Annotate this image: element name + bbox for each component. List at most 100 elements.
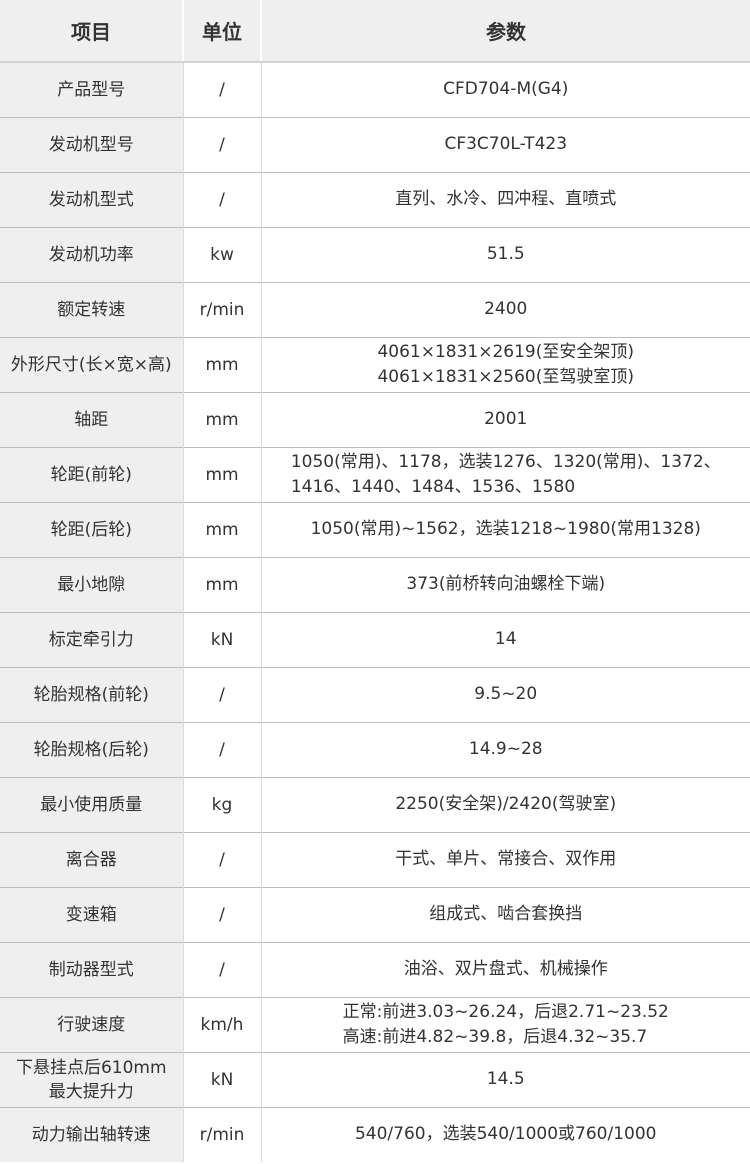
spec-item-label: 标定牵引力 — [0, 611, 183, 667]
spec-value-text: 干式、单片、常接合、双作用 — [395, 849, 617, 869]
spec-value-text: 正常:前进3.03~26.24，后退2.71~23.52 高速:前进4.82~3… — [342, 1001, 669, 1047]
spec-row: 外形尺寸(长×宽×高) mm 4061×1831×2619(至安全架顶) 406… — [0, 336, 750, 392]
spec-value-cell: 4061×1831×2619(至安全架顶) 4061×1831×2560(至驾驶… — [260, 336, 750, 392]
spec-value-cell: CF3C70L-T423 — [260, 116, 750, 172]
spec-unit: / — [182, 666, 261, 722]
spec-table-body: 产品型号 / CFD704-M(G4) 发动机型号 / CF3C70L-T423… — [0, 62, 750, 1162]
spec-value-text: 直列、水冷、四冲程、直喷式 — [395, 189, 617, 209]
spec-row: 发动机功率 kw 51.5 — [0, 226, 750, 282]
spec-value-text: 1050(常用)~1562，选装1218~1980(常用1328) — [310, 519, 701, 539]
spec-value-text: 540/760，选装540/1000或760/1000 — [354, 1124, 657, 1145]
spec-unit: r/min — [182, 1106, 261, 1162]
spec-item-label: 额定转速 — [0, 281, 183, 337]
spec-unit: kw — [182, 226, 261, 282]
spec-unit: / — [182, 831, 261, 887]
spec-row: 轮胎规格(后轮) / 14.9~28 — [0, 721, 750, 777]
spec-item-label: 最小地隙 — [0, 556, 183, 612]
spec-unit: mm — [182, 556, 261, 612]
spec-value-cell: 组成式、啮合套换挡 — [260, 886, 750, 942]
spec-unit: / — [182, 941, 261, 997]
spec-unit: mm — [182, 391, 261, 447]
spec-value-text: 14.5 — [486, 1069, 525, 1089]
spec-row: 轮距(后轮) mm 1050(常用)~1562，选装1218~1980(常用13… — [0, 501, 750, 557]
spec-row: 标定牵引力 kN 14 — [0, 611, 750, 667]
spec-row: 最小地隙 mm 373(前桥转向油螺栓下端) — [0, 556, 750, 612]
spec-unit: r/min — [182, 281, 261, 337]
spec-row: 动力输出轴转速 r/min 540/760，选装540/1000或760/100… — [0, 1106, 750, 1162]
spec-item-label: 发动机型号 — [0, 116, 183, 172]
spec-row: 发动机型号 / CF3C70L-T423 — [0, 116, 750, 172]
spec-item-label: 轮距(后轮) — [0, 501, 183, 557]
spec-value-text: 9.5~20 — [474, 684, 538, 704]
spec-unit: km/h — [182, 996, 261, 1052]
spec-value-cell: 2400 — [260, 281, 750, 337]
spec-unit: mm — [182, 446, 261, 502]
spec-row: 轴距 mm 2001 — [0, 391, 750, 447]
spec-unit: kg — [182, 776, 261, 832]
spec-value-text: 油浴、双片盘式、机械操作 — [403, 959, 608, 979]
spec-unit: / — [182, 886, 261, 942]
spec-item-label: 外形尺寸(长×宽×高) — [0, 336, 183, 392]
spec-value-cell: 14.5 — [260, 1051, 750, 1107]
spec-value-cell: 540/760，选装540/1000或760/1000 — [260, 1106, 750, 1162]
spec-item-label: 轮胎规格(后轮) — [0, 721, 183, 777]
spec-value-text: CFD704-M(G4) — [443, 79, 569, 100]
spec-value-cell: 2250(安全架)/2420(驾驶室) — [260, 776, 750, 832]
spec-item-label: 动力输出轴转速 — [0, 1106, 183, 1162]
spec-value-text: 51.5 — [486, 244, 525, 264]
spec-unit: / — [182, 721, 261, 777]
spec-value-text: 373(前桥转向油螺栓下端) — [406, 574, 606, 594]
spec-value-cell: 9.5~20 — [260, 666, 750, 722]
spec-item-label: 行驶速度 — [0, 996, 183, 1052]
spec-row: 额定转速 r/min 2400 — [0, 281, 750, 337]
spec-item-label: 下悬挂点后610mm 最大提升力 — [0, 1051, 183, 1107]
spec-value-cell: 直列、水冷、四冲程、直喷式 — [260, 171, 750, 227]
spec-value-cell: 1050(常用)、1178，选装1276、1320(常用)、1372、 1416… — [260, 446, 750, 502]
spec-item-label: 产品型号 — [0, 62, 183, 117]
spec-value-cell: 2001 — [260, 391, 750, 447]
spec-row: 产品型号 / CFD704-M(G4) — [0, 62, 750, 117]
spec-value-cell: 14 — [260, 611, 750, 667]
spec-unit: / — [182, 171, 261, 227]
header-unit-column: 单位 — [182, 0, 261, 63]
spec-item-label: 制动器型式 — [0, 941, 183, 997]
spec-item-label: 最小使用质量 — [0, 776, 183, 832]
spec-item-label: 发动机型式 — [0, 171, 183, 227]
header-row: 项目 单位 参数 — [0, 0, 750, 63]
spec-value-cell: 373(前桥转向油螺栓下端) — [260, 556, 750, 612]
spec-item-label: 离合器 — [0, 831, 183, 887]
spec-unit: mm — [182, 501, 261, 557]
spec-item-label: 发动机功率 — [0, 226, 183, 282]
spec-value-cell: 干式、单片、常接合、双作用 — [260, 831, 750, 887]
spec-value-cell: 51.5 — [260, 226, 750, 282]
spec-row: 轮胎规格(前轮) / 9.5~20 — [0, 666, 750, 722]
spec-value-text: 14.9~28 — [468, 739, 543, 759]
spec-value-text: 2250(安全架)/2420(驾驶室) — [395, 794, 617, 814]
spec-row: 发动机型式 / 直列、水冷、四冲程、直喷式 — [0, 171, 750, 227]
spec-row: 制动器型式 / 油浴、双片盘式、机械操作 — [0, 941, 750, 997]
spec-unit: / — [182, 62, 261, 117]
spec-row: 下悬挂点后610mm 最大提升力 kN 14.5 — [0, 1051, 750, 1107]
spec-value-cell: 1050(常用)~1562，选装1218~1980(常用1328) — [260, 501, 750, 557]
spec-item-label: 轮胎规格(前轮) — [0, 666, 183, 722]
spec-unit: kN — [182, 1051, 261, 1107]
spec-value-cell: 正常:前进3.03~26.24，后退2.71~23.52 高速:前进4.82~3… — [260, 996, 750, 1052]
spec-item-label: 变速箱 — [0, 886, 183, 942]
spec-value-text: 组成式、啮合套换挡 — [429, 904, 583, 924]
spec-row: 变速箱 / 组成式、啮合套换挡 — [0, 886, 750, 942]
spec-value-text: 2400 — [484, 299, 528, 319]
spec-unit: mm — [182, 336, 261, 392]
header-parameter-column: 参数 — [260, 0, 750, 63]
spec-value-text: 2001 — [484, 409, 528, 429]
spec-row: 离合器 / 干式、单片、常接合、双作用 — [0, 831, 750, 887]
header-item-column: 项目 — [0, 0, 183, 63]
spec-value-text: 14 — [494, 629, 517, 649]
spec-value-cell: 油浴、双片盘式、机械操作 — [260, 941, 750, 997]
spec-value-cell: 14.9~28 — [260, 721, 750, 777]
spec-row: 行驶速度 km/h 正常:前进3.03~26.24，后退2.71~23.52 高… — [0, 996, 750, 1052]
spec-row: 最小使用质量 kg 2250(安全架)/2420(驾驶室) — [0, 776, 750, 832]
spec-value-cell: CFD704-M(G4) — [260, 62, 750, 117]
spec-item-label: 轮距(前轮) — [0, 446, 183, 502]
spec-item-label: 轴距 — [0, 391, 183, 447]
